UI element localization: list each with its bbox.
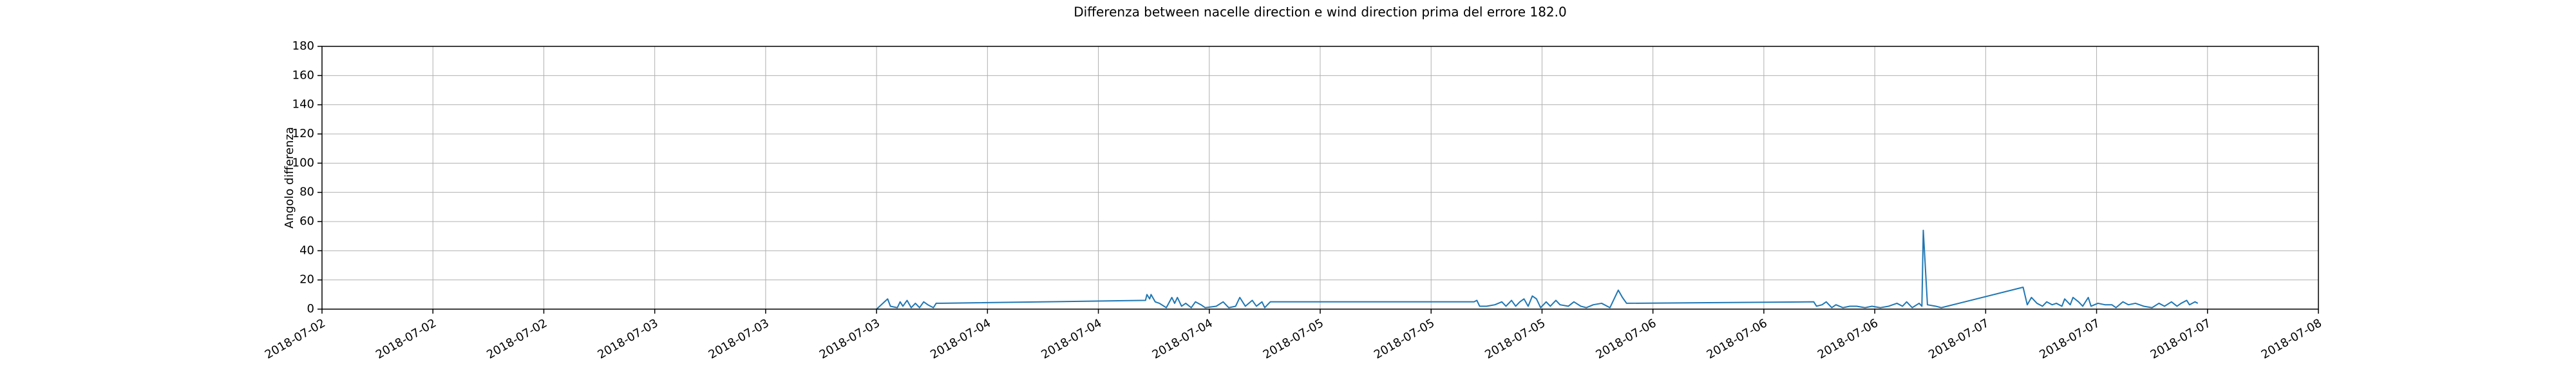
x-tick-label: 2018-07-06 (1705, 316, 1770, 361)
x-tick-label: 2018-07-07 (2037, 316, 2102, 361)
x-tick-label: 2018-07-06 (1593, 316, 1658, 361)
x-tick-label: 2018-07-05 (1261, 316, 1326, 361)
x-tick-label: 2018-07-06 (1815, 316, 1880, 361)
data-line (876, 229, 2199, 310)
x-tick-label: 2018-07-02 (484, 316, 549, 361)
x-tick-label: 2018-07-02 (263, 316, 328, 361)
x-tick-label: 2018-07-04 (1150, 316, 1215, 361)
y-tick-label: 60 (299, 214, 314, 228)
x-tick-label: 2018-07-03 (706, 316, 772, 361)
x-tick-label: 2018-07-07 (2148, 316, 2213, 361)
chart-title: Differenza between nacelle direction e w… (1074, 5, 1566, 20)
y-tick-label: 100 (292, 156, 314, 169)
grid: 0 20 40 60 80 100 120 140 160 180 2018-07-02 2018-0… (263, 39, 2324, 362)
x-tick-label: 2018-07-04 (1039, 316, 1104, 361)
x-tick-label: 2018-07-02 (374, 316, 439, 361)
plot-area (876, 229, 2199, 310)
y-tick-label: 180 (292, 39, 314, 53)
y-tick-label: 160 (292, 68, 314, 82)
x-tick-label: 2018-07-03 (817, 316, 882, 361)
y-tick-label: 80 (299, 185, 314, 199)
x-tick-label: 2018-07-03 (595, 316, 660, 361)
y-tick-label: 120 (292, 127, 314, 140)
plot-frame (321, 46, 2319, 310)
x-tick-label: 2018-07-05 (1482, 316, 1548, 361)
x-tick-label: 2018-07-05 (1372, 316, 1437, 361)
x-tick-label: 2018-07-04 (928, 316, 993, 361)
y-axis-label: Angolo differenza (283, 127, 296, 229)
y-tick-label: 20 (299, 273, 314, 287)
y-tick-label: 0 (307, 302, 314, 316)
x-tick-label: 2018-07-08 (2259, 316, 2324, 361)
y-tick-label: 140 (292, 98, 314, 111)
y-tick-label: 40 (299, 243, 314, 257)
x-tick-label: 2018-07-07 (1926, 316, 1991, 361)
